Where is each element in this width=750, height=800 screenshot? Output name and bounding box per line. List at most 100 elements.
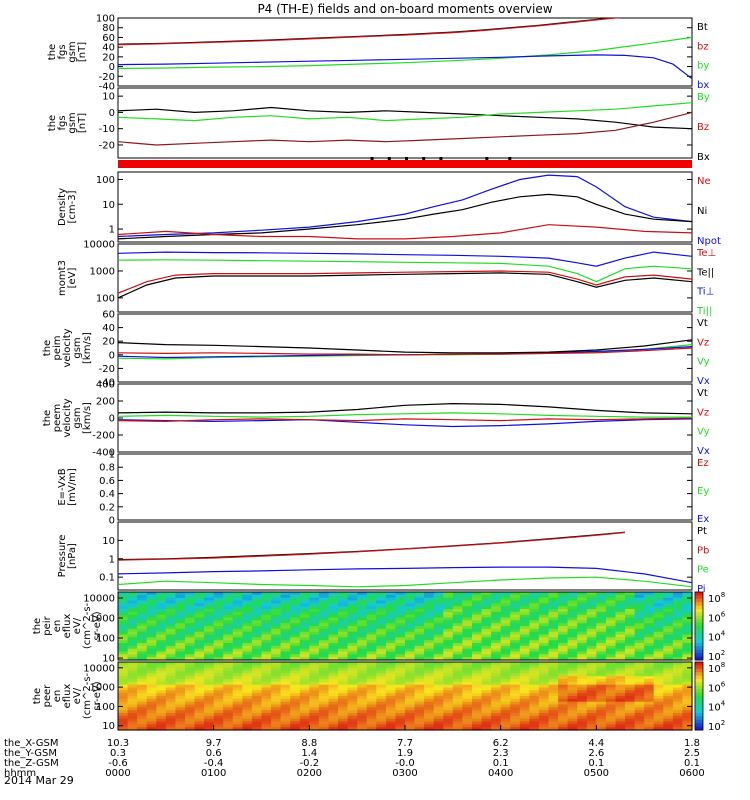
heatmap-cell xyxy=(309,654,320,658)
heatmap-cell xyxy=(185,606,196,610)
heatmap-cell xyxy=(672,600,684,604)
heatmap-cell xyxy=(596,664,607,669)
heatmap-cell xyxy=(672,687,684,691)
y-tick-label: 10 xyxy=(102,654,115,665)
heatmap-cell xyxy=(462,687,473,691)
heatmap-cell xyxy=(586,696,597,700)
heatmap-cell xyxy=(644,620,655,624)
heatmap-cell xyxy=(510,707,521,711)
heatmap-cell xyxy=(481,600,492,604)
heatmap-cell xyxy=(433,614,444,619)
heatmap-cell xyxy=(223,606,234,610)
heatmap-cell xyxy=(558,603,569,607)
heatmap-cell xyxy=(510,606,521,610)
heatmap-cell xyxy=(644,631,655,636)
heatmap-cell xyxy=(127,643,138,647)
colorbar-tick-label: 102 xyxy=(708,719,725,733)
heatmap-cell xyxy=(596,643,607,647)
heatmap-cell xyxy=(309,628,320,633)
heatmap-cell xyxy=(615,603,626,607)
heatmap-cell xyxy=(376,679,387,683)
heatmap-cell xyxy=(223,696,234,700)
panel-frame xyxy=(117,521,693,591)
heatmap-cell xyxy=(644,710,655,714)
heatmap-cell xyxy=(462,606,473,610)
heatmap-cell xyxy=(395,626,406,630)
heatmap-cell xyxy=(385,637,397,641)
heatmap-cell xyxy=(682,600,693,604)
heatmap-cell xyxy=(519,631,530,636)
heatmap-cell xyxy=(538,614,550,619)
heatmap-cell xyxy=(510,721,521,725)
heatmap-cell xyxy=(137,679,148,683)
heatmap-cell xyxy=(548,693,559,697)
y-axis-label: [km/s] xyxy=(82,332,93,364)
heatmap-cell xyxy=(357,645,368,650)
heatmap-cell xyxy=(118,620,129,624)
heatmap-cell xyxy=(414,704,425,708)
heatmap-cell xyxy=(271,664,282,669)
heatmap-cell xyxy=(213,640,224,644)
heatmap-cell xyxy=(175,634,186,638)
heatmap-cell xyxy=(452,623,463,627)
heatmap-cell xyxy=(644,634,655,638)
heatmap-cell xyxy=(405,687,416,691)
heatmap-cell xyxy=(366,614,377,619)
heatmap-cell xyxy=(290,637,301,641)
heatmap-cell xyxy=(223,667,234,672)
legend-entry: Vz xyxy=(697,337,709,348)
heatmap-cell xyxy=(615,670,626,674)
heatmap-cell xyxy=(395,713,406,717)
heatmap-cell xyxy=(328,715,339,720)
heatmap-cell xyxy=(385,662,397,666)
heatmap-cell xyxy=(261,614,272,619)
heatmap-cell xyxy=(347,620,358,624)
heatmap-cell xyxy=(204,603,215,607)
heatmap-cell xyxy=(586,687,597,691)
heatmap-cell xyxy=(558,698,569,703)
heatmap-cell xyxy=(462,600,473,604)
colorbar-tick-label: 102 xyxy=(708,649,725,663)
heatmap-cell xyxy=(318,645,330,650)
heatmap-cell xyxy=(338,690,349,694)
heatmap-cell xyxy=(625,592,636,596)
heatmap-cell xyxy=(175,623,186,627)
heatmap-cell xyxy=(213,654,224,658)
heatmap-cell xyxy=(213,637,224,641)
heatmap-cell xyxy=(232,657,243,661)
heatmap-cell xyxy=(577,673,588,677)
heatmap-cell xyxy=(414,643,425,647)
heatmap-cell xyxy=(653,623,664,627)
heatmap-cell xyxy=(548,631,559,636)
heatmap-cell xyxy=(586,614,597,619)
heatmap-cell xyxy=(127,687,138,691)
heatmap-cell xyxy=(290,681,301,686)
heatmap-cell xyxy=(596,609,607,613)
heatmap-cell xyxy=(577,681,588,686)
y-axis-label: eV/ xyxy=(72,687,83,704)
heatmap-cell xyxy=(472,634,483,638)
heatmap-cell xyxy=(663,679,674,683)
heatmap-cell xyxy=(395,648,406,653)
heatmap-cell xyxy=(395,614,406,619)
heatmap-cell xyxy=(615,696,626,700)
heatmap-cell xyxy=(567,664,578,669)
heatmap-cell xyxy=(481,684,492,689)
legend-entry: Pi xyxy=(697,584,706,595)
heatmap-cell xyxy=(271,713,282,717)
heatmap-cell xyxy=(452,690,463,694)
heatmap-cell xyxy=(472,693,483,697)
heatmap-cell xyxy=(290,592,301,596)
heatmap-cell xyxy=(366,710,377,714)
heatmap-cell xyxy=(223,611,234,616)
heatmap-cell xyxy=(127,603,138,607)
heatmap-cell xyxy=(682,721,693,725)
heatmap-cell xyxy=(472,684,483,689)
heatmap-cell xyxy=(137,667,148,672)
heatmap-cell xyxy=(558,681,569,686)
heatmap-cell xyxy=(443,645,454,650)
heatmap-cell xyxy=(405,634,416,638)
heatmap-cell xyxy=(625,690,636,694)
heatmap-cell xyxy=(204,698,215,703)
heatmap-cell xyxy=(251,631,263,636)
